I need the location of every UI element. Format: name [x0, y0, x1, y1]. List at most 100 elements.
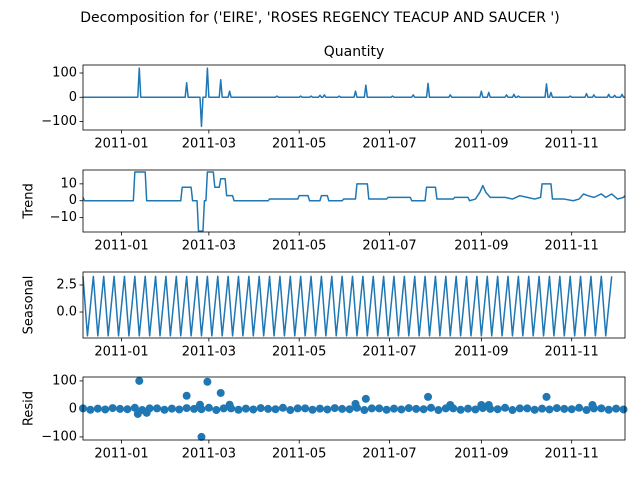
resid-point — [360, 406, 369, 415]
resid-point — [484, 401, 493, 409]
y-tick-label: 100 — [52, 373, 77, 388]
resid-point — [456, 405, 465, 414]
resid-point — [167, 404, 176, 413]
resid-point — [515, 404, 524, 413]
resid-point — [523, 404, 532, 413]
axes-frame — [82, 64, 626, 131]
y-tick-label: 2.5 — [56, 277, 77, 292]
resid-point — [397, 405, 406, 414]
series-line — [82, 171, 626, 232]
resid-point — [225, 400, 234, 409]
resid-point — [212, 406, 221, 415]
resid-point — [153, 404, 162, 413]
y-tick-label: −10 — [50, 210, 77, 225]
resid-point — [612, 404, 621, 413]
resid-point — [323, 405, 332, 414]
x-tick-label: 2011-11 — [545, 137, 599, 152]
y-tick-label: −100 — [41, 114, 77, 129]
x-tick-label: 2011-07 — [362, 137, 416, 152]
resid-point — [216, 388, 225, 397]
resid-point — [530, 405, 539, 414]
resid-point — [471, 405, 480, 414]
y-axis-label: Seasonal — [22, 276, 37, 335]
resid-point — [345, 405, 354, 414]
resid-point — [241, 404, 250, 413]
resid-point — [101, 405, 110, 414]
resid-point — [286, 406, 295, 415]
resid-point — [538, 404, 547, 413]
resid-point — [375, 404, 384, 413]
resid-point — [142, 408, 151, 417]
resid-point — [412, 404, 421, 413]
resid-point — [204, 403, 213, 412]
x-tick-label: 2011-11 — [545, 447, 599, 462]
resid-point — [464, 404, 473, 413]
y-axis-label: Resid — [22, 391, 37, 426]
axes-frame — [82, 376, 626, 441]
x-tick-label: 2011-01 — [94, 239, 148, 254]
resid-point — [308, 405, 317, 414]
resid-point — [175, 405, 184, 414]
resid-point — [446, 401, 455, 409]
axes-frame — [82, 169, 626, 233]
resid-point — [195, 400, 204, 409]
resid-point — [404, 404, 413, 413]
resid-point — [351, 399, 360, 408]
resid-point — [330, 404, 339, 413]
x-tick-label: 2011-03 — [182, 345, 236, 360]
resid-point — [234, 405, 243, 414]
series-line — [83, 67, 625, 128]
y-tick-label: 0 — [69, 193, 77, 208]
resid-point — [190, 404, 199, 413]
resid-point — [123, 405, 132, 414]
resid-point — [219, 404, 228, 413]
resid-point — [434, 406, 443, 415]
resid-point — [264, 404, 273, 413]
resid-point — [567, 405, 576, 414]
resid-point — [361, 394, 370, 403]
x-tick-label: 2011-01 — [94, 447, 148, 462]
resid-point — [278, 403, 287, 412]
resid-point — [477, 401, 486, 409]
resid-point — [135, 376, 144, 385]
x-tick-label: 2011-03 — [182, 137, 236, 152]
resid-point — [249, 405, 258, 414]
resid-point — [575, 403, 584, 412]
x-tick-label: 2011-11 — [545, 345, 599, 360]
x-tick-label: 2011-07 — [362, 447, 416, 462]
y-tick-label: 0 — [69, 90, 77, 105]
resid-point — [427, 403, 436, 412]
resid-point — [424, 392, 433, 401]
resid-point — [508, 406, 517, 415]
x-tick-label: 2011-01 — [94, 137, 148, 152]
resid-point — [619, 405, 628, 414]
resid-point — [197, 432, 206, 441]
resid-point — [382, 405, 391, 414]
resid-point — [545, 405, 554, 414]
resid-point — [560, 404, 569, 413]
x-tick-label: 2011-05 — [272, 239, 326, 254]
resid-point — [588, 401, 597, 409]
resid-point — [604, 405, 613, 414]
x-tick-label: 2011-05 — [272, 345, 326, 360]
resid-point — [582, 406, 591, 415]
resid-point — [293, 404, 302, 413]
y-tick-label: −100 — [41, 429, 77, 444]
resid-point — [501, 403, 510, 412]
x-tick-label: 2011-09 — [454, 239, 508, 254]
resid-point — [271, 405, 280, 414]
resid-point — [116, 404, 125, 413]
resid-point — [301, 404, 310, 413]
y-tick-label: 100 — [52, 66, 77, 81]
x-tick-label: 2011-01 — [94, 345, 148, 360]
y-tick-label: 10 — [60, 176, 77, 191]
figure-title: Decomposition for ('EIRE', 'ROSES REGENC… — [80, 10, 559, 26]
axes-frame — [82, 271, 626, 339]
resid-point — [160, 405, 169, 414]
resid-point — [182, 391, 191, 400]
series-line — [82, 275, 613, 337]
x-tick-label: 2011-07 — [362, 239, 416, 254]
resid-point — [86, 405, 95, 414]
